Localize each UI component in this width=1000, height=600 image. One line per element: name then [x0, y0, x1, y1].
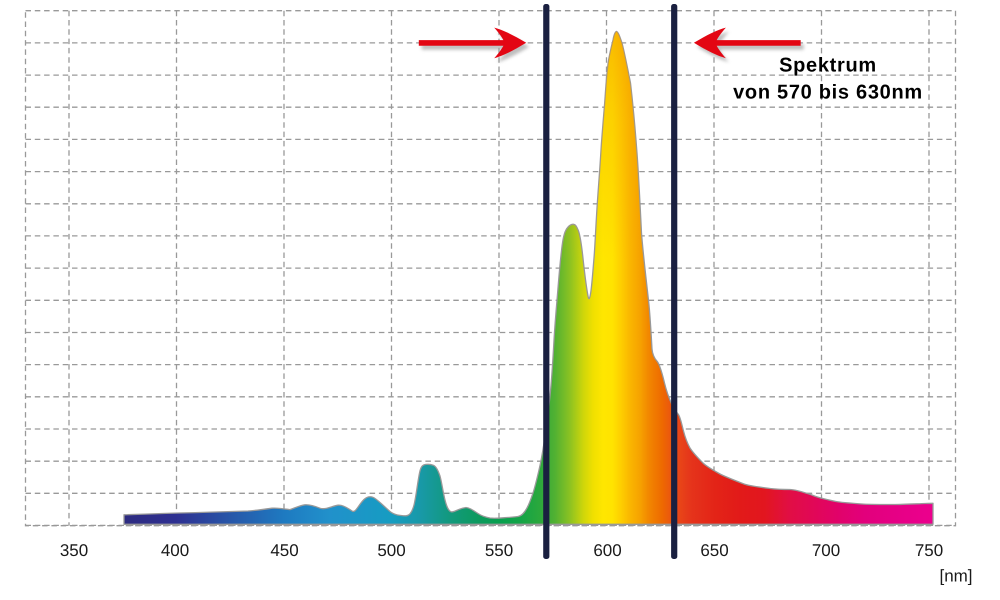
svg-text:[nm]: [nm] [939, 567, 972, 586]
svg-text:650: 650 [700, 541, 728, 560]
svg-text:von 570 bis 630nm: von 570 bis 630nm [733, 82, 923, 104]
svg-text:400: 400 [161, 541, 189, 560]
svg-text:Spektrum: Spektrum [779, 55, 877, 77]
svg-text:350: 350 [60, 541, 88, 560]
svg-text:500: 500 [377, 541, 405, 560]
svg-text:700: 700 [812, 541, 840, 560]
svg-text:550: 550 [485, 541, 513, 560]
svg-text:600: 600 [593, 541, 621, 560]
svg-text:450: 450 [270, 541, 298, 560]
svg-text:750: 750 [915, 541, 943, 560]
